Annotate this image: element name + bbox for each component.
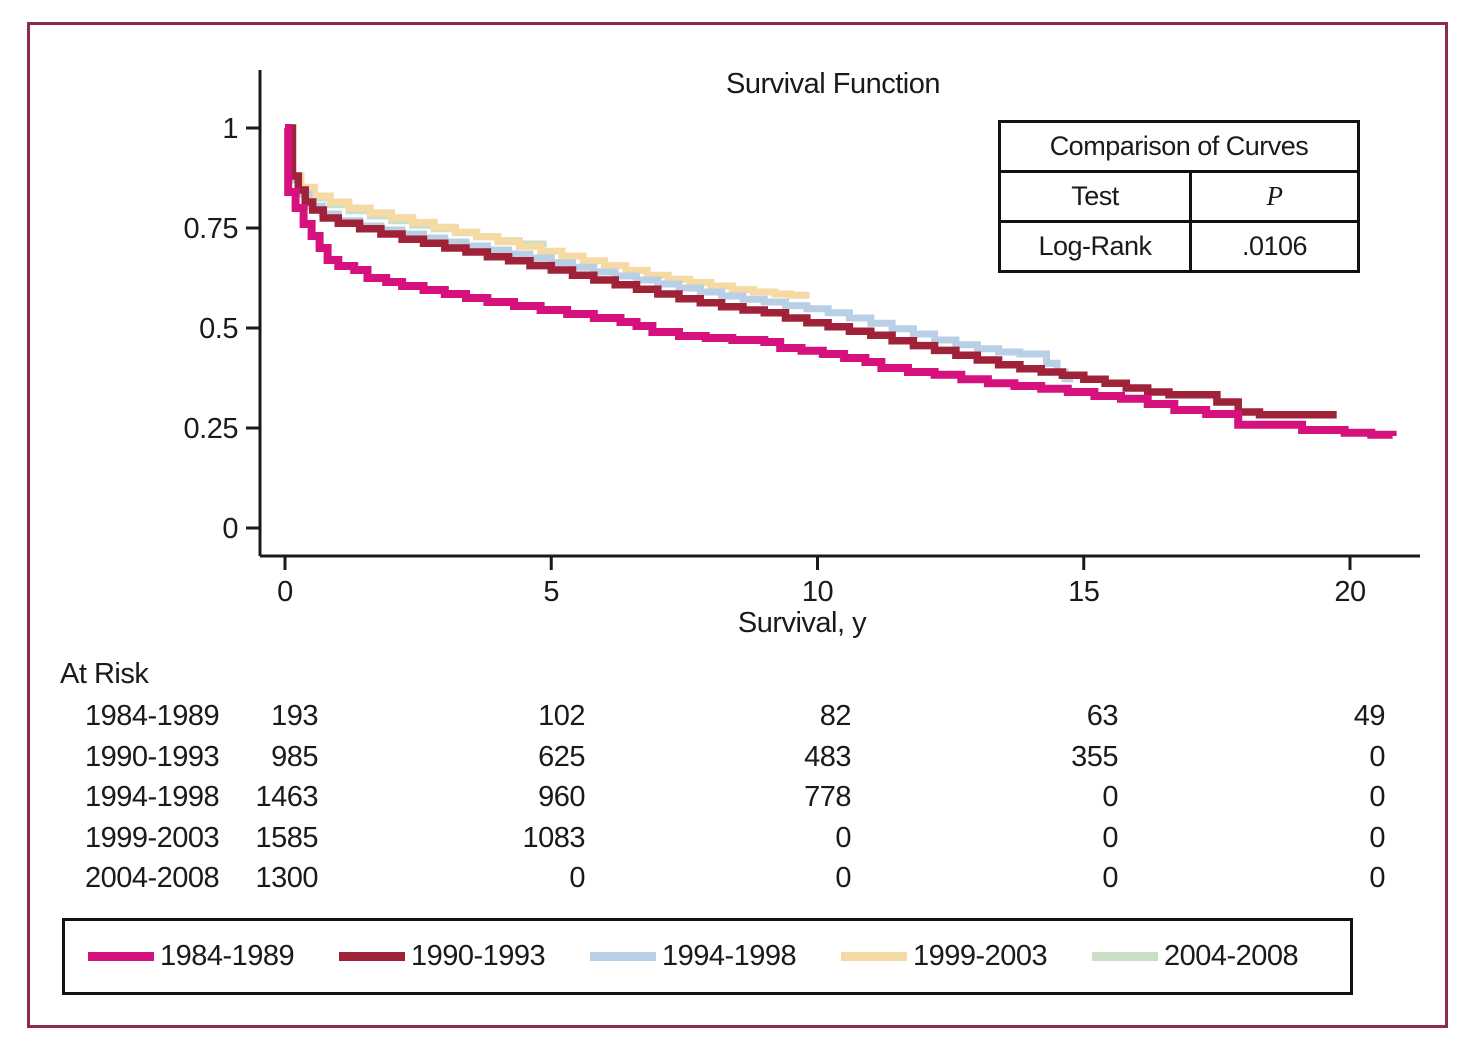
at-risk-count: 1083 [522, 821, 585, 854]
legend-label: 1990-1993 [411, 940, 546, 972]
legend-item-1999-2003: 1999-2003 [841, 940, 1092, 973]
chart-title: Survival Function [726, 68, 940, 100]
at-risk-count: 0 [1369, 740, 1385, 773]
comparison-table-title: Comparison of Curves [1001, 123, 1357, 173]
at-risk-heading: At Risk [60, 658, 149, 690]
survival-curve-1994-1998 [285, 124, 1074, 383]
x-tick-label: 20 [1334, 576, 1365, 608]
at-risk-row-1999-2003: 1999-2003 1585 1083 0 0 0 [0, 822, 1466, 863]
at-risk-count: 82 [819, 700, 852, 732]
x-tick-label: 0 [277, 576, 293, 608]
legend-label: 1994-1998 [662, 940, 797, 972]
at-risk-count: 0 [1102, 862, 1118, 895]
at-risk-row-1990-1993: 1990-1993 985 625 483 355 0 [0, 741, 1466, 782]
at-risk-count: 778 [804, 781, 851, 814]
at-risk-row-label: 1994-1998 [85, 781, 220, 814]
legend-swatch-icon [88, 952, 154, 961]
y-tick-label: 0.75 [184, 213, 238, 245]
at-risk-row-2004-2008: 2004-2008 1300 0 0 0 0 [0, 862, 1466, 903]
legend: 1984-1989 1990-1993 1994-1998 1999-2003 2004… [62, 918, 1353, 995]
legend-item-1984-1989: 1984-1989 [88, 940, 339, 973]
legend-label: 2004-2008 [1164, 940, 1299, 972]
at-risk-count: 0 [1369, 821, 1385, 854]
at-risk-count: 0 [835, 862, 851, 895]
at-risk-count: 49 [1353, 700, 1386, 732]
at-risk-count: 0 [569, 862, 585, 895]
survival-curve-1984-1989 [284, 124, 1397, 439]
y-tick-label: 1 [222, 113, 238, 145]
at-risk-count: 102 [538, 700, 585, 732]
at-risk-row-1994-1998: 1994-1998 1463 960 778 0 0 [0, 781, 1466, 822]
y-tick-label: 0 [222, 513, 238, 545]
comparison-table-test-header: Test [1001, 173, 1192, 220]
at-risk-count: 625 [538, 740, 585, 773]
legend-swatch-icon [339, 952, 405, 961]
legend-swatch-icon [1092, 952, 1158, 961]
legend-item-1994-1998: 1994-1998 [590, 940, 841, 973]
survival-curve-2004-2008 [285, 124, 547, 248]
at-risk-count: 63 [1086, 700, 1119, 732]
at-risk-count: 1463 [255, 781, 318, 814]
at-risk-count: 0 [1102, 821, 1118, 854]
comparison-table-p-value: .0106 [1241, 231, 1308, 261]
at-risk-count: 985 [271, 740, 318, 773]
y-tick-label: 0.5 [199, 313, 238, 345]
survival-curve-1990-1993 [285, 124, 1337, 419]
legend-label: 1984-1989 [160, 940, 295, 972]
at-risk-count: 483 [804, 740, 851, 773]
survival-curve-1999-2003 [285, 124, 810, 299]
at-risk-count: 0 [1369, 862, 1385, 895]
legend-item-2004-2008: 2004-2008 [1092, 940, 1343, 973]
at-risk-row-1984-1989: 1984-1989 193 102 82 63 49 [0, 700, 1466, 741]
legend-swatch-icon [841, 952, 907, 961]
at-risk-count: 0 [1102, 781, 1118, 814]
at-risk-row-label: 1999-2003 [85, 821, 220, 854]
x-tick-label: 15 [1068, 576, 1099, 608]
at-risk-count: 355 [1071, 740, 1118, 773]
at-risk-count: 960 [538, 781, 585, 814]
x-tick-label: 10 [802, 576, 833, 608]
at-risk-count: 1585 [255, 821, 318, 854]
comparison-of-curves-table: Comparison of Curves Test P Log-Rank .01… [998, 120, 1360, 273]
comparison-table-test-name: Log-Rank [1001, 223, 1192, 270]
at-risk-count: 0 [835, 821, 851, 854]
at-risk-count: 193 [271, 700, 318, 732]
legend-item-1990-1993: 1990-1993 [339, 940, 590, 973]
at-risk-row-label: 1990-1993 [85, 740, 220, 773]
x-axis-title: Survival, y [738, 607, 867, 639]
at-risk-row-label: 2004-2008 [85, 862, 220, 895]
comparison-table-p-header: P [1266, 181, 1284, 211]
at-risk-row-label: 1984-1989 [85, 700, 220, 732]
at-risk-count: 1300 [255, 862, 318, 895]
legend-label: 1999-2003 [913, 940, 1048, 972]
y-tick-label: 0.25 [184, 413, 238, 445]
at-risk-count: 0 [1369, 781, 1385, 814]
legend-swatch-icon [590, 952, 656, 961]
x-tick-label: 5 [543, 576, 559, 608]
